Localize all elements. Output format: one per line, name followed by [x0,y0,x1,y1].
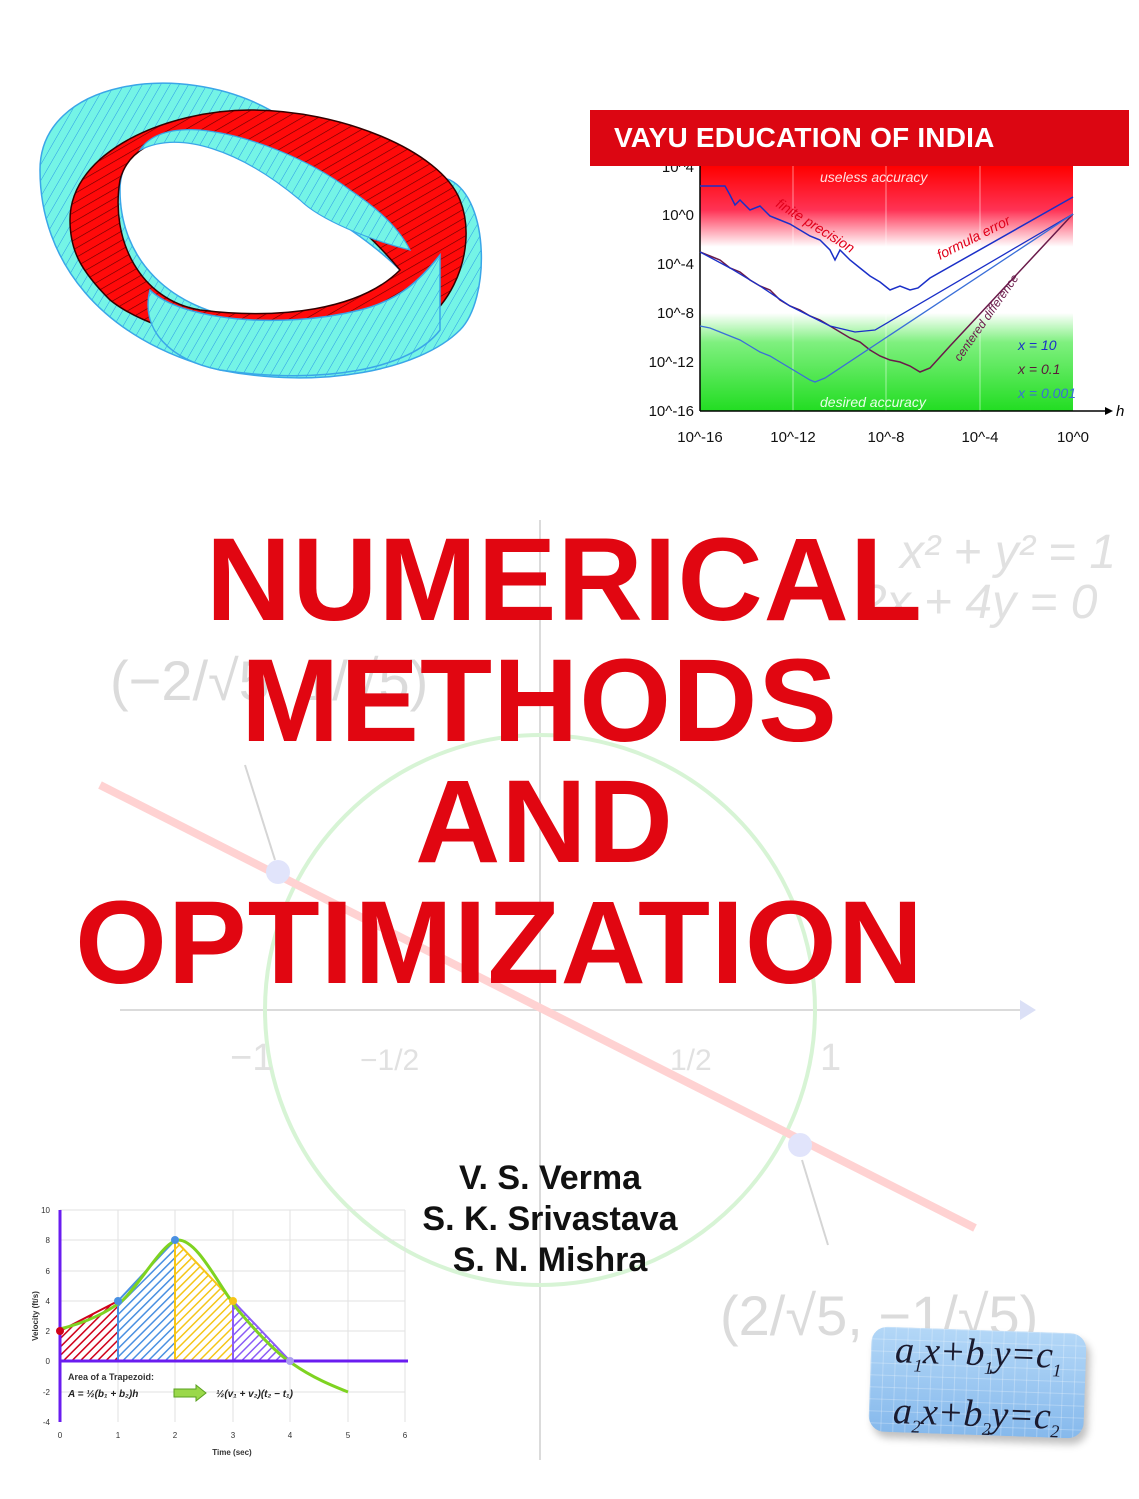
author-list: V. S. Verma S. K. Srivastava S. N. Mishr… [360,1158,740,1281]
title-line-1: NUMERICAL [206,514,923,646]
svg-text:0: 0 [58,1431,63,1440]
equation-line: 2x + 4y = 0 [859,576,1098,629]
svg-text:10^-16: 10^-16 [677,429,722,446]
publisher-banner: VAYU EDUCATION OF INDIA [590,110,1129,166]
series-x-10 [700,185,1074,291]
series-x-0.1-centered [699,213,1074,333]
title-line-2: METHODS [241,635,838,767]
line-2x-4y [98,781,977,1232]
svg-text:1: 1 [820,1037,841,1079]
svg-text:1/2: 1/2 [670,1044,712,1077]
svg-text:10^-12: 10^-12 [649,354,694,371]
svg-text:10^-4: 10^-4 [961,429,998,446]
axis-arrow-icon [1020,1000,1036,1020]
book-title: NUMERICAL METHODS AND OPTIMIZATION [0,520,1139,1004]
trapezoid-rule-velocity-chart: 10 8 6 4 2 0 -2 -4 0 1 2 3 4 5 6 Time (sec) Vel… [31,1206,408,1457]
svg-text:0: 0 [46,1357,51,1366]
svg-text:6: 6 [403,1431,408,1440]
equation-2: a2x+b2y=c2 [892,1389,1060,1442]
legend-x-0.001: x = 0.001 [1017,385,1076,401]
svg-text:-2: -2 [43,1388,51,1397]
finite-difference-error-plot: h 10^-16 10^-12 10^-8 10^-4 10^0 10^4 10… [649,159,1125,446]
legend-x-10: x = 10 [1017,337,1057,353]
svg-text:2: 2 [173,1431,178,1440]
svg-text:useless accuracy: useless accuracy [820,169,928,185]
svg-text:−1: −1 [230,1037,273,1079]
title-line-4: OPTIMIZATION [75,877,924,1009]
svg-text:10^-8: 10^-8 [657,305,694,322]
title-line-3: AND [415,756,674,888]
trapezoid-area-heading: Area of a Trapezoid: [68,1372,154,1382]
trapezoid-formula: A = ½(b₁ + b₂)h [67,1389,138,1400]
svg-text:3: 3 [231,1431,236,1440]
svg-text:10^0: 10^0 [1057,429,1089,446]
svg-text:6: 6 [46,1267,51,1276]
svg-text:1: 1 [116,1431,121,1440]
svg-text:5: 5 [346,1431,351,1440]
author-1: V. S. Verma [458,1159,642,1197]
svg-text:10^-4: 10^-4 [657,256,694,273]
unit-circle [263,733,817,1287]
svg-text:4: 4 [46,1297,51,1306]
mobius-strip-illustration [39,82,483,379]
svg-text:desired accuracy: desired accuracy [820,394,927,410]
cyan-strip-front [147,252,441,377]
svg-text:10^-8: 10^-8 [867,429,904,446]
linear-equations-card: a1x+b1y=c1 a2x+b2y=c2 [868,1326,1087,1441]
legend-x-0.1: x = 0.1 [1017,361,1060,377]
intersection-point-1 [266,860,290,884]
svg-text:Velocity (ft/s): Velocity (ft/s) [31,1291,40,1341]
svg-text:4: 4 [288,1431,293,1440]
svg-text:10^-16: 10^-16 [649,403,694,420]
x-axis-arrow-icon [1105,407,1113,415]
svg-text:10^0: 10^0 [662,207,694,224]
svg-text:10^-12: 10^-12 [770,429,815,446]
svg-text:−1/2: −1/2 [360,1044,419,1077]
trapezoid-2 [117,1237,176,1362]
svg-text:10: 10 [41,1206,50,1215]
trapezoid-result-formula: ½(v₁ + v₂)(t₂ − t₁) [216,1389,294,1400]
svg-text:2: 2 [46,1327,51,1336]
svg-text:Time (sec): Time (sec) [212,1448,252,1457]
cyan-strip-twist [138,129,412,251]
right-arrow-icon [173,1383,207,1403]
svg-text:-4: -4 [43,1418,51,1427]
equation-circle: x² + y² = 1 [898,526,1116,579]
svg-text:8: 8 [46,1236,51,1245]
author-2: S. K. Srivastava [422,1200,678,1238]
series-x-0.001 [699,213,1074,383]
svg-text:h: h [1116,403,1124,420]
author-3: S. N. Mishra [452,1241,648,1279]
intersection-point-2 [788,1133,812,1157]
equation-1: a1x+b1y=c1 [894,1329,1062,1381]
point-label-1: (−2/√5, 1/√5) [110,649,428,712]
